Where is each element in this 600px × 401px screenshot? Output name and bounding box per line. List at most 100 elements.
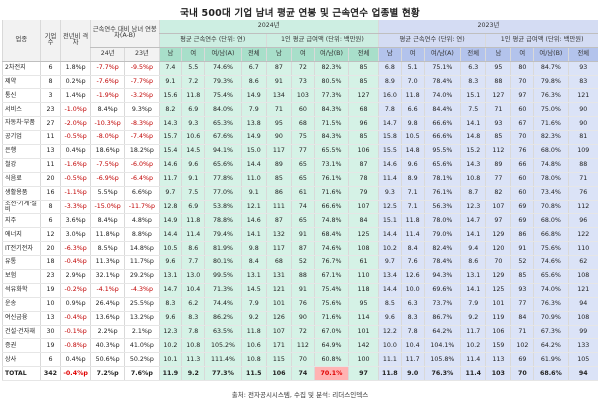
- table-row: 서비스 23 -1.0%p 8.4%p 9.3%p 8.2 6.9 84.0% 7.9 71 60 8…: [2, 102, 598, 118]
- value-cell: 65: [291, 158, 315, 173]
- value-cell: 68: [265, 255, 292, 271]
- value-cell: 104.1%: [423, 338, 461, 354]
- value-cell: -10.3%p: [89, 116, 125, 132]
- value-cell: 50.6%p: [89, 352, 125, 368]
- value-cell: 77: [291, 144, 315, 159]
- value-cell: 7.9: [240, 297, 267, 312]
- value-cell: 7.2%p: [89, 366, 125, 382]
- value-cell: -7.7%p: [89, 61, 125, 76]
- value-cell: 20: [39, 172, 61, 187]
- value-cell: 96: [567, 213, 598, 229]
- table-row: 자동차·부품 27 -2.0%p -10.3%p -8.3%p 14.3 9.3 65.3% 1…: [2, 116, 598, 132]
- value-cell: 66.6%: [313, 200, 349, 215]
- industry-cell: 제약: [2, 75, 41, 90]
- value-cell: 60.8%: [313, 352, 349, 368]
- value-cell: 14.5: [181, 144, 205, 159]
- value-cell: 19: [39, 338, 61, 354]
- value-cell: 9.6: [400, 158, 425, 173]
- value-cell: 5.5: [181, 61, 205, 76]
- value-cell: 91: [291, 227, 315, 243]
- table-row: 석유화학 19 -0.2%p -4.1%p -4.3%p 14.7 10.4 71.3% 14.…: [2, 283, 598, 298]
- value-cell: 12.5: [377, 200, 402, 215]
- industry-cell: 은행: [2, 144, 41, 159]
- value-cell: 75.0%: [533, 102, 569, 118]
- value-cell: 6.6: [400, 102, 425, 118]
- value-cell: 61: [291, 186, 315, 201]
- value-cell: 69: [510, 352, 534, 368]
- value-cell: 81.9%: [204, 241, 242, 257]
- value-cell: -3.2%p: [124, 88, 159, 104]
- value-cell: 68.0%: [533, 213, 569, 229]
- value-cell: 78.8%: [204, 213, 242, 229]
- value-cell: -1.0%p: [60, 102, 91, 118]
- value-cell: 77: [485, 172, 511, 187]
- value-cell: 107: [265, 325, 292, 340]
- value-cell: 110: [567, 241, 598, 257]
- value-cell: 103: [485, 366, 511, 382]
- value-cell: 8.4%p: [89, 102, 125, 118]
- value-cell: -4.3%p: [124, 283, 159, 298]
- value-cell: 14.3: [158, 116, 182, 132]
- header-male: 남: [485, 47, 511, 62]
- value-cell: 26.4%p: [89, 297, 125, 312]
- value-cell: 12.6: [400, 269, 425, 284]
- value-cell: 75.6%: [313, 297, 349, 312]
- value-cell: 70.1%: [313, 366, 349, 382]
- value-cell: 121: [265, 283, 292, 298]
- value-cell: 70: [485, 255, 511, 271]
- value-cell: 9.2: [240, 311, 267, 326]
- value-cell: 60: [510, 186, 534, 201]
- value-cell: 8.5%p: [89, 241, 125, 257]
- table-row: 건설·건자재 30 -0.1%p 2.2%p 2.1%p 12.3 7.8 63.5% 11.8…: [2, 325, 598, 340]
- value-cell: 14.9: [240, 88, 267, 104]
- value-cell: 101: [265, 297, 292, 312]
- table-row: 상사 6 0.4%p 50.6%p 50.2%p 10.1 11.3 111.4% 10.8 11…: [2, 352, 598, 368]
- header-pay-2023: 1인 평균 급여액 (단위: 백만원): [485, 33, 598, 48]
- value-cell: -3.3%p: [60, 200, 91, 215]
- value-cell: 111.4%: [204, 352, 242, 368]
- value-cell: 11.4: [181, 227, 205, 243]
- value-cell: 53.8%: [204, 200, 242, 215]
- value-cell: 11.8: [400, 213, 425, 229]
- value-cell: 95.5%: [423, 144, 461, 159]
- value-cell: 41.0%p: [124, 338, 159, 354]
- value-cell: 14.8: [400, 144, 425, 159]
- value-cell: -1.9%p: [89, 88, 125, 104]
- value-cell: 84.0%: [204, 102, 242, 118]
- value-cell: 72: [291, 61, 315, 76]
- industry-cell: 보험: [2, 269, 41, 284]
- value-cell: -2.0%p: [60, 116, 91, 132]
- value-cell: 89: [485, 158, 511, 173]
- value-cell: 10.4: [400, 338, 425, 354]
- value-cell: 87: [291, 241, 315, 257]
- value-cell: 0.2%p: [60, 75, 91, 90]
- value-cell: 70: [510, 75, 534, 90]
- value-cell: 13: [39, 144, 61, 159]
- value-cell: 90: [567, 116, 598, 132]
- value-cell: 20: [39, 241, 61, 257]
- value-cell: 94.3%: [423, 269, 461, 284]
- value-cell: 68.0%: [533, 144, 569, 159]
- value-cell: 68.4%: [313, 227, 349, 243]
- value-cell: 6.8: [377, 61, 402, 76]
- value-cell: 142: [348, 338, 379, 354]
- value-cell: 8.2: [158, 102, 182, 118]
- value-cell: 0.4%p: [60, 144, 91, 159]
- value-cell: 6.3: [460, 61, 486, 76]
- header-companies: 기업 수: [39, 20, 61, 62]
- value-cell: 11.7: [400, 352, 425, 368]
- data-table-container: 업종 기업 수 전년비 격차 근속연수 대비 남녀 연봉차(A-B) 2024년…: [2, 20, 598, 382]
- header-year-2024: 2024년: [158, 20, 379, 34]
- value-cell: 75.6%: [533, 241, 569, 257]
- header-male: 남: [265, 47, 292, 62]
- value-cell: 6.9: [181, 200, 205, 215]
- value-cell: 110: [348, 269, 379, 284]
- value-cell: 0.4%p: [60, 352, 91, 368]
- value-cell: 67: [510, 116, 534, 132]
- value-cell: 11.7: [158, 172, 182, 187]
- value-cell: 71.3%: [204, 283, 242, 298]
- industry-pay-table: 업종 기업 수 전년비 격차 근속연수 대비 남녀 연봉차(A-B) 2024년…: [2, 20, 598, 382]
- header-male: 남: [158, 47, 182, 62]
- value-cell: 88: [485, 75, 511, 90]
- value-cell: 342: [39, 366, 61, 382]
